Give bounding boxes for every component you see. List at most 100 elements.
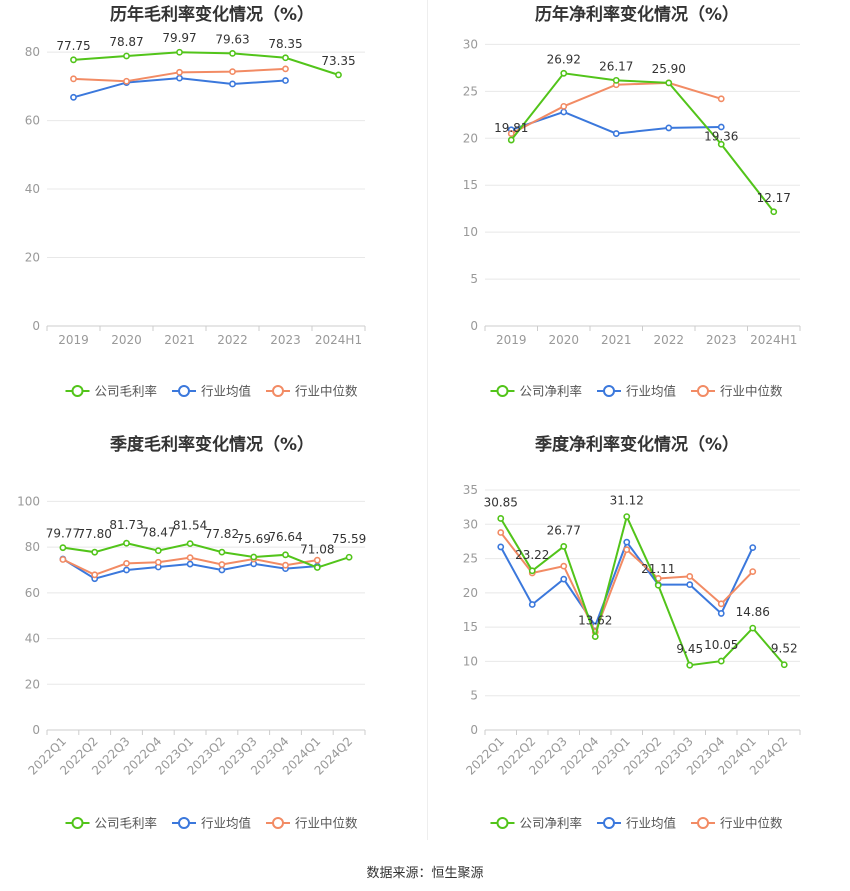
y-tick-label: 80 (25, 540, 40, 554)
data-point-median (70, 75, 77, 83)
data-point-median (123, 559, 130, 567)
x-tick-label: 2023 (270, 333, 301, 347)
data-point-median (749, 568, 757, 575)
data-point-median (282, 561, 289, 569)
data-point-company (154, 547, 162, 555)
data-point-company (591, 633, 599, 641)
legend-item-avg: 行业均值 (172, 816, 251, 831)
data-point-median (560, 562, 568, 570)
legend-label: 行业中位数 (720, 816, 783, 831)
data-label: 13.62 (578, 614, 612, 628)
legend-label: 公司毛利率 (95, 816, 158, 831)
annual-net-margin-chart: 历年净利率变化情况（%） 0 5 10 15 20 25 30 2019 2020 2021 2022… (463, 4, 801, 399)
chart-title: 季度毛利率变化情况（%） (110, 434, 314, 455)
data-point-company (282, 551, 289, 559)
legend-label: 行业中位数 (720, 384, 783, 399)
y-tick-label: 60 (25, 586, 40, 600)
data-point-company (780, 661, 788, 669)
x-tick-label: 2021 (601, 333, 632, 347)
data-label: 78.87 (109, 35, 143, 49)
data-label: 77.82 (205, 527, 239, 541)
legend-label: 行业均值 (626, 816, 676, 831)
data-point-avg (186, 560, 194, 568)
data-point-company (770, 208, 778, 216)
data-point-median (123, 77, 130, 85)
data-point-company (686, 661, 694, 669)
series-line-company (73, 51, 339, 76)
legend-item-company: 公司毛利率 (65, 816, 158, 831)
data-point-company (560, 543, 568, 550)
series-line-company (510, 72, 775, 213)
y-tick-label: 35 (463, 483, 478, 497)
data-label: 31.12 (610, 494, 644, 508)
data-label: 79.97 (162, 31, 196, 45)
y-tick-label: 0 (32, 319, 40, 333)
data-point-company (665, 79, 673, 87)
data-point-avg (612, 130, 620, 137)
y-tick-label: 80 (25, 45, 40, 59)
legend-label: 公司毛利率 (95, 384, 158, 399)
data-point-company (313, 564, 321, 571)
data-point-avg (282, 77, 289, 84)
data-point-median (59, 556, 67, 563)
data-point-avg (717, 123, 725, 131)
data-point-company (218, 548, 226, 556)
data-source-note: 数据来源：恒生聚源 (366, 866, 484, 881)
y-tick-label: 0 (32, 723, 40, 737)
x-tick-label: 2022 (653, 333, 684, 347)
data-point-company (717, 140, 725, 148)
chart-title: 历年毛利率变化情况（%） (110, 4, 314, 25)
y-tick-label: 40 (25, 632, 40, 646)
data-point-avg (497, 543, 505, 551)
legend-swatch-marker (272, 385, 284, 397)
data-point-avg (229, 80, 236, 88)
legend-label: 行业中位数 (295, 384, 358, 399)
data-label: 26.17 (599, 59, 633, 73)
legend-swatch-marker (178, 385, 190, 397)
data-point-company (176, 48, 183, 56)
data-point-company (749, 624, 757, 632)
legend-item-median: 行业中位数 (266, 384, 358, 399)
data-point-median (282, 65, 289, 73)
data-label: 19.81 (494, 121, 528, 135)
data-point-median (186, 554, 194, 562)
legend-item-avg: 行业均值 (597, 816, 676, 831)
data-point-median (91, 571, 99, 579)
y-tick-label: 30 (463, 37, 478, 51)
y-tick-label: 30 (463, 517, 478, 531)
x-tick-label: 2023 (706, 333, 737, 347)
data-point-median (560, 102, 568, 110)
y-tick-label: 20 (463, 586, 478, 600)
data-point-company (497, 515, 505, 522)
data-label: 19.36 (704, 129, 738, 143)
annual-gross-margin-chart: 历年毛利率变化情况（%） 0 20 40 60 80 2019 2020 2021 2022 202… (25, 4, 366, 399)
x-tick-label: 2020 (111, 333, 142, 347)
series-line-company (499, 513, 786, 667)
x-tick-label: 2019 (496, 333, 527, 347)
data-point-avg (70, 93, 77, 101)
data-point-median (218, 561, 226, 568)
panel-divider (427, 0, 428, 840)
data-point-avg (623, 538, 631, 546)
legend-swatch-marker (496, 385, 509, 397)
legend-swatch-marker (603, 385, 615, 397)
data-point-company (229, 49, 236, 57)
data-label: 14.86 (736, 605, 770, 619)
x-tick-label: 2020 (548, 333, 579, 347)
data-point-median (229, 68, 236, 76)
data-label: 26.92 (547, 52, 581, 66)
x-tick-label: 2019 (58, 333, 89, 347)
legend-item-company: 公司毛利率 (65, 384, 158, 399)
y-tick-label: 60 (25, 114, 40, 128)
legend-label: 公司净利率 (520, 816, 583, 831)
y-tick-label: 15 (463, 620, 478, 634)
data-point-median (154, 558, 162, 566)
data-label: 75.69 (237, 532, 271, 546)
legend-swatch-marker (272, 817, 284, 829)
data-point-company (345, 553, 353, 561)
data-point-avg (528, 601, 536, 608)
quarterly-gross-margin-chart: 季度毛利率变化情况（%）0204060801002022Q12022Q22022… (17, 434, 366, 831)
data-point-company (186, 540, 194, 548)
data-label: 71.08 (300, 543, 334, 557)
legend-swatch-marker (697, 817, 709, 829)
